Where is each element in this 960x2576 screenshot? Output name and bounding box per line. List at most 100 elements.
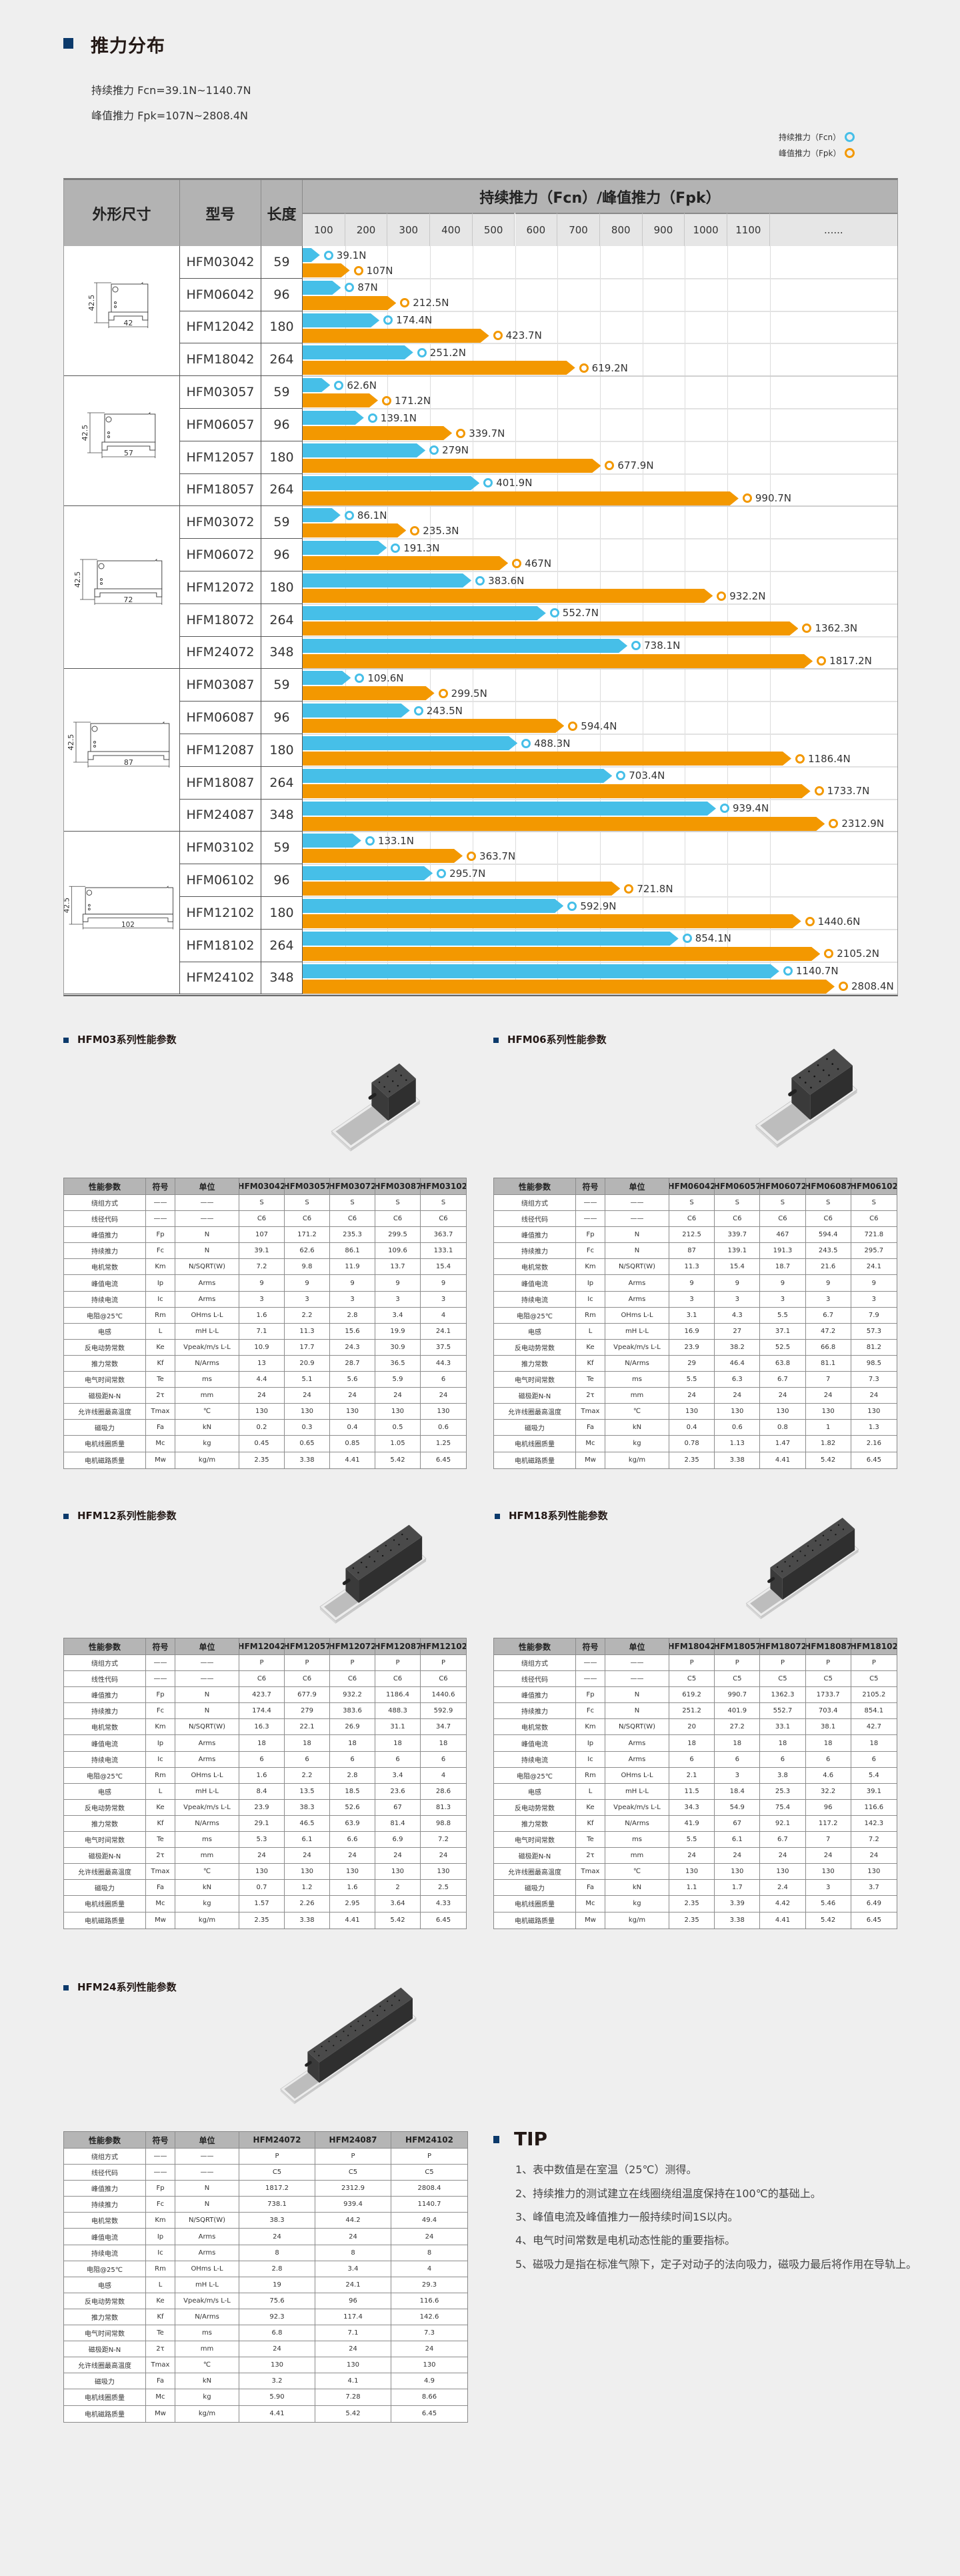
bar-value-text: 107N [366, 264, 393, 277]
bar-fpk-label: 339.7N [456, 426, 505, 440]
value-cell: 3 [441, 1295, 446, 1303]
param-name-cell: 峰值推力 [64, 2181, 146, 2197]
bar-value-text: 467N [525, 557, 552, 569]
bar-fpk [303, 295, 397, 310]
ring-marker-icon [413, 706, 423, 716]
value-cell: 1186.4 [375, 1687, 421, 1703]
mount-hole [357, 1572, 359, 1574]
value-cell: 23.9 [669, 1339, 715, 1355]
carriage-side [388, 1078, 416, 1121]
ring-marker-icon [410, 525, 420, 535]
spec-table-row: 电机磁路质量 Mw kg/m 2.35 3.38 4.41 5.42 6.45 [494, 1912, 897, 1928]
spec-table-row: 电机常数 Km N/SQRT(W) 16.3 22.1 26.9 31.1 34.7 [64, 1719, 466, 1736]
unit-cell: Arms [175, 1291, 239, 1307]
spec-header-cell: HFM12072 [330, 1638, 375, 1654]
bar-value-text: 2105.2N [837, 948, 879, 960]
bar-fpk-shape [303, 816, 825, 831]
mount-hole [365, 1566, 367, 1568]
unit-cell: OHms L-L [175, 2261, 239, 2277]
value-cell: 939.4 [315, 2197, 391, 2213]
symbol-cell: Mw [146, 1912, 175, 1928]
bar-value-text: 703.4N [629, 770, 665, 782]
value-cell: 66.8 [806, 1339, 851, 1355]
carriage-side [319, 1998, 413, 2083]
bar-fcn-shape [303, 411, 364, 425]
carriage-top [371, 1063, 416, 1098]
bar-fpk [303, 361, 575, 375]
symbol-cell: Fa [146, 1880, 175, 1896]
x-tick-label: 1100 [727, 213, 770, 246]
value-cell: 130 [760, 1404, 806, 1420]
ring-marker-icon [802, 623, 812, 633]
symbol-cell: Mw [146, 1452, 175, 1468]
bar-value-text: 619.2N [591, 361, 628, 374]
spec-table-row: 电阻@25℃ Rm OHms L-L 2.1 3 3.8 4.6 5.4 [494, 1767, 897, 1784]
value-cell: 854.1 [864, 1707, 884, 1715]
bar-value-text: 295.7N [449, 867, 486, 880]
mount-hole [385, 1544, 387, 1547]
value-cell: C6 [330, 1671, 375, 1687]
bar-fpk [303, 654, 813, 668]
mount-hole [377, 1550, 379, 1552]
spec-header-cell: 符号 [146, 1178, 175, 1194]
mount-hole [792, 1556, 794, 1558]
drawing-hole [107, 435, 110, 439]
value-cell: 7 [806, 1372, 851, 1388]
value-cell: 191.3 [760, 1243, 806, 1259]
model-cell: HFM18087 [180, 766, 261, 800]
unit-cell: N/Arms [605, 1355, 669, 1372]
ring-marker-icon [521, 738, 531, 748]
value-cell: 295.7 [864, 1247, 884, 1255]
value-cell: 2312.9 [315, 2181, 391, 2197]
mount-hole [804, 1082, 807, 1084]
value-cell: S [871, 1199, 877, 1207]
bar-fcn-shape [303, 378, 331, 393]
value-cell: 6 [760, 1751, 806, 1767]
param-name-cell: 电机磁路质量 [64, 1912, 146, 1928]
product-image-frame [733, 1042, 880, 1152]
symbol-cell: Tmax [576, 1404, 605, 1420]
value-cell: 130 [760, 1864, 806, 1880]
symbol-cell: Fa [576, 1420, 605, 1436]
bar-fpk-shape [303, 882, 621, 896]
value-cell: 6 [330, 1751, 375, 1767]
bar-fcn-label: 279N [429, 443, 469, 457]
value-cell: 28.7 [330, 1355, 375, 1372]
value-cell: 52.5 [760, 1339, 806, 1355]
value-cell: 1.13 [715, 1436, 761, 1452]
product-image-frame [305, 1057, 447, 1155]
value-cell: 7.28 [315, 2389, 391, 2405]
drawing-hole [87, 904, 91, 907]
bar-fpk-shape [303, 946, 821, 961]
param-name-cell: 允许线圈最高温度 [64, 1864, 146, 1880]
dimension-lines [80, 559, 163, 605]
value-cell: 18 [715, 1735, 761, 1751]
value-cell: 299.5 [375, 1227, 421, 1243]
bar-value-text: 932.2N [729, 589, 766, 602]
value-cell: 6.1 [715, 1832, 761, 1848]
value-cell: 2.8 [330, 1767, 375, 1783]
mount-hole [387, 2001, 389, 2003]
gridline-horizontal [303, 375, 897, 377]
value-cell: 24 [425, 2233, 434, 2241]
spec-table-row: 持续电流 Ic Arms 8 8 8 [64, 2245, 467, 2261]
value-cell: C6 [869, 1215, 879, 1223]
bar-fpk [303, 328, 489, 343]
dimension-height-label: 42.5 [68, 734, 75, 750]
value-cell: 3 [715, 1767, 761, 1783]
bar-fcn [303, 638, 628, 653]
value-cell: C5 [869, 1675, 879, 1683]
ring-marker-icon [353, 265, 363, 275]
param-name-cell: 线性代码 [64, 1671, 146, 1687]
unit-cell: ℃ [605, 1404, 669, 1420]
ring-marker-icon [391, 543, 401, 553]
gridline-vertical [345, 246, 346, 995]
length-cell: 264 [261, 603, 303, 637]
value-cell: 6.3 [715, 1372, 761, 1388]
model-cell: HFM24072 [180, 636, 261, 670]
symbol-cell: Fc [576, 1243, 605, 1259]
value-cell: P [441, 1659, 446, 1667]
bar-value-text: 251.2N [429, 346, 466, 359]
unit-cell: OHms L-L [175, 1307, 239, 1323]
carriage-side [810, 1065, 853, 1120]
